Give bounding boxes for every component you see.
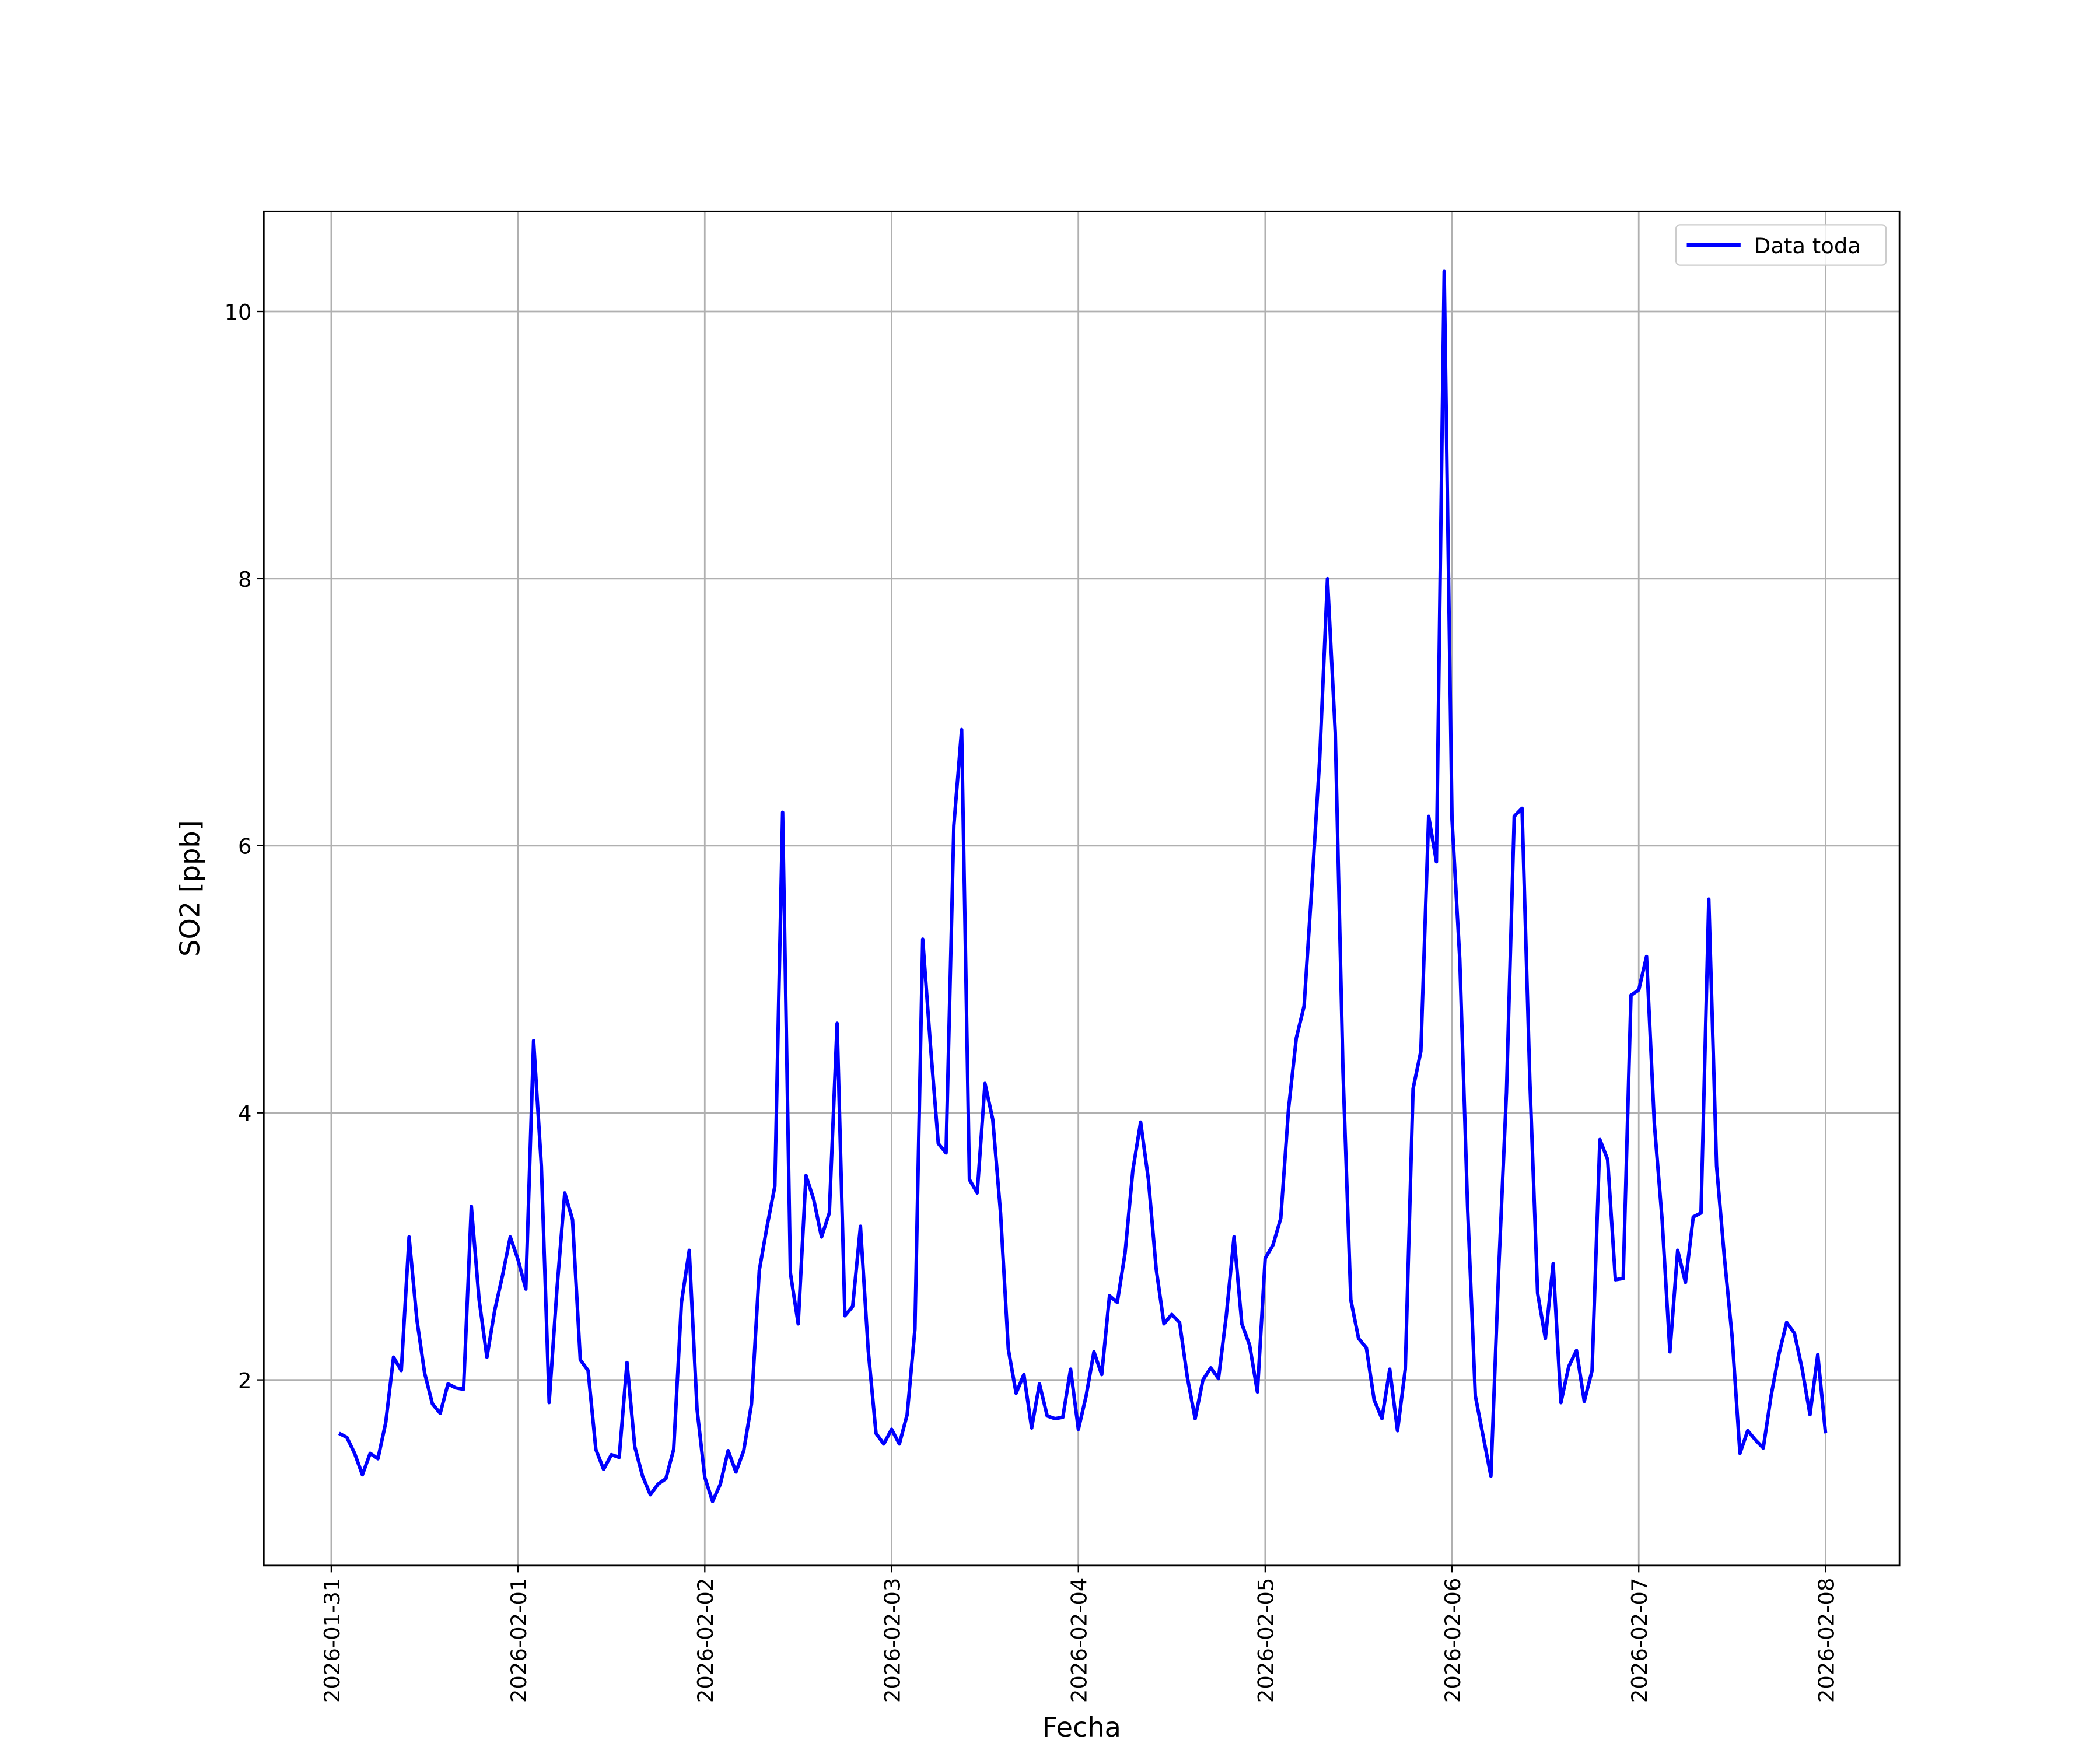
y-tick-label: 6 — [238, 834, 251, 859]
x-tick-label: 2026-02-08 — [1814, 1578, 1839, 1703]
legend-label: Data toda — [1754, 233, 1861, 258]
x-tick-label: 2026-02-06 — [1440, 1578, 1465, 1703]
x-tick-label: 2026-02-05 — [1254, 1578, 1279, 1703]
x-tick-label: 2026-02-04 — [1067, 1578, 1092, 1703]
y-tick-label: 2 — [238, 1368, 251, 1393]
y-tick-label: 8 — [238, 567, 251, 592]
x-tick-label: 2026-02-07 — [1627, 1578, 1652, 1703]
x-tick-label: 2026-02-03 — [880, 1578, 905, 1703]
y-axis-label: SO2 [ppb] — [174, 820, 206, 957]
legend-box — [1675, 224, 1887, 266]
x-tick-label: 2026-01-31 — [320, 1578, 345, 1703]
y-tick-label: 10 — [225, 300, 252, 325]
data-line — [338, 270, 1828, 1503]
x-tick-label: 2026-02-01 — [506, 1578, 531, 1703]
y-tick-label: 4 — [238, 1101, 251, 1126]
x-tick-label: 2026-02-02 — [693, 1578, 718, 1703]
legend: Data toda — [1675, 224, 1887, 266]
grid — [264, 211, 1900, 1566]
x-axis-label: Fecha — [1042, 1712, 1121, 1743]
plot-frame — [262, 210, 1901, 1567]
